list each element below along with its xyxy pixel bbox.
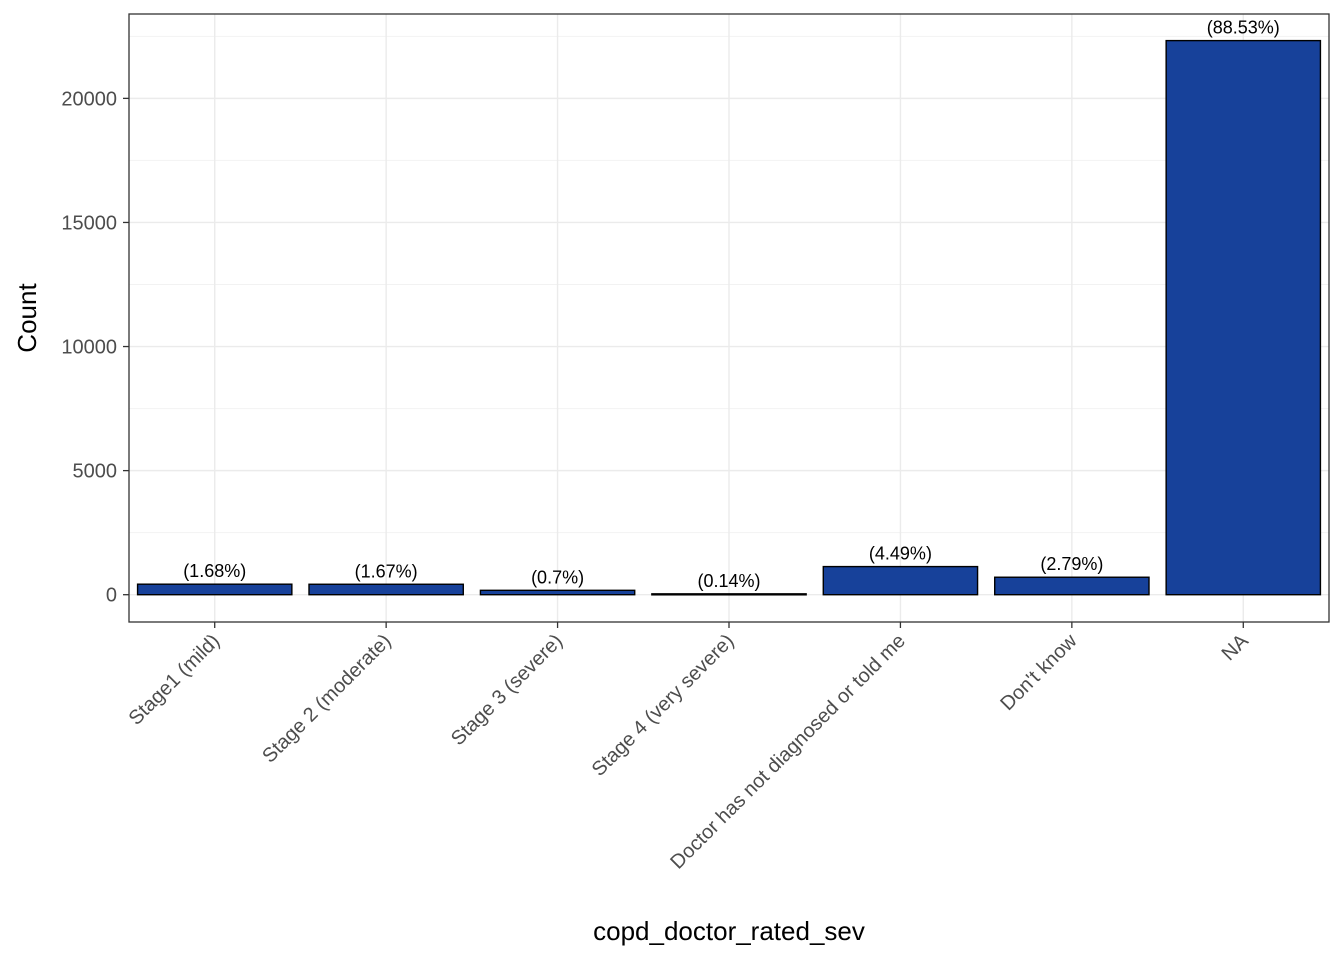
bar [479,589,636,596]
data-label: (1.68%) [183,561,246,581]
data-label: (88.53%) [1207,18,1280,38]
x-axis-title: copd_doctor_rated_sev [593,916,865,946]
y-tick-label: 15000 [61,212,117,234]
bar [136,583,293,596]
data-label: (2.79%) [1040,554,1103,574]
y-axis-title: Count [12,283,42,353]
data-label: (0.7%) [531,567,584,587]
bar [822,565,979,596]
bar [1165,39,1322,596]
bar [651,593,807,596]
data-label: (0.14%) [697,571,760,591]
data-label: (1.67%) [355,561,418,581]
y-tick-label: 20000 [61,88,117,110]
data-labels: (1.68%) (1.67%) (0.7%) (0.14%) (4.49%) (2.79%… [183,18,1280,591]
bar [308,583,464,596]
y-axis: 0 5000 10000 15000 20000 [61,88,129,607]
y-tick-label: 10000 [61,337,117,359]
y-tick-label: 5000 [73,461,118,483]
data-label: (4.49%) [869,544,932,564]
bars [136,39,1322,596]
bar [994,576,1150,596]
y-tick-label: 0 [106,585,117,607]
